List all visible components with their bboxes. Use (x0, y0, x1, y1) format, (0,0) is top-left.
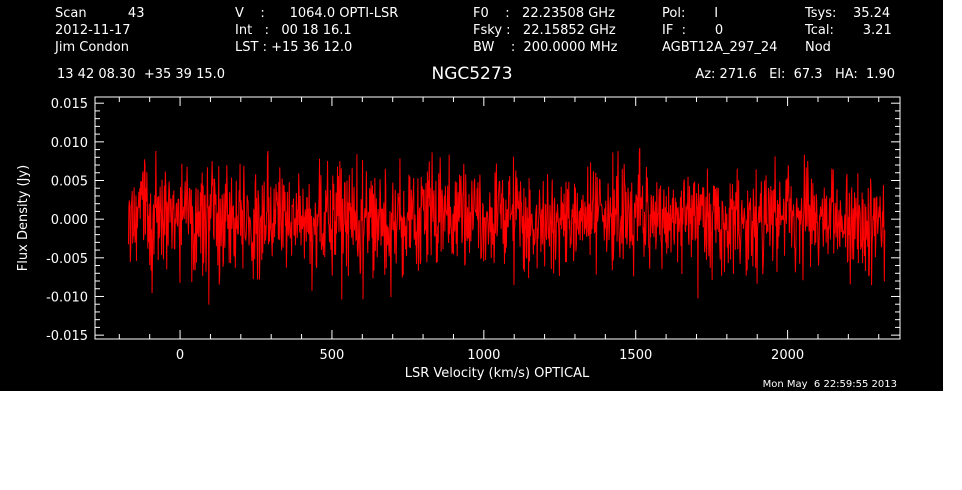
observation-date: 2012-11-17 (55, 23, 131, 38)
header-col2: V : 1064.0 OPTI-LSR Int : 00 18 16.1 LST… (235, 6, 398, 55)
tcal: Tcal: 3.21 (804, 23, 892, 38)
y-axis-tick-labels: 0.015 0.010 0.005 0.000 -0.005 -0.010 -0.015 (46, 97, 88, 344)
x-axis-ticks (118, 97, 880, 339)
spectrum-trace (127, 148, 886, 305)
plot-window: Scan 43 2012-11-17 Jim Condon V : 1064.0… (0, 0, 943, 391)
az-el-ha: Az: 271.6 El: 67.3 HA: 1.90 (695, 67, 895, 82)
source-coordinates: 13 42 08.30 +35 39 15.0 (57, 67, 225, 82)
x-axis-tick-labels: 0 500 1000 1500 2000 (176, 348, 804, 363)
x-tick-label: 0 (176, 348, 184, 363)
y-tick-label: 0.000 (51, 213, 88, 228)
velocity-info: V : 1064.0 OPTI-LSR (235, 6, 398, 21)
observing-mode: Nod (805, 40, 831, 55)
x-tick-label: 2000 (771, 348, 804, 363)
header-col1: Scan 43 2012-11-17 Jim Condon (54, 6, 144, 55)
y-tick-label: 0.010 (51, 136, 88, 151)
integration-time: Int : 00 18 16.1 (235, 23, 352, 38)
header-col3: F0 : 22.23508 GHz Fsky : 22.15852 GHz BW… (473, 6, 618, 55)
y-axis-ticks (95, 102, 900, 336)
x-tick-label: 500 (320, 348, 345, 363)
lst-value: LST : +15 36 12.0 (235, 40, 352, 55)
y-tick-label: 0.005 (51, 175, 88, 190)
plot-frame (94, 96, 901, 340)
polarization: Pol: I (662, 6, 718, 21)
y-tick-label: 0.015 (51, 97, 88, 112)
x-tick-label: 1500 (619, 348, 652, 363)
plot-timestamp: Mon May 6 22:59:55 2013 (763, 379, 897, 390)
y-tick-label: -0.005 (46, 252, 88, 267)
spectrum-plot: Scan 43 2012-11-17 Jim Condon V : 1064.0… (16, 6, 901, 390)
if-number: IF : 0 (662, 23, 723, 38)
y-axis-label: Flux Density (Jy) (16, 165, 31, 271)
bandwidth: BW : 200.0000 MHz (473, 40, 618, 55)
scan-number: Scan 43 (55, 6, 144, 21)
x-tick-label: 1000 (467, 348, 500, 363)
sky-frequency: Fsky : 22.15852 GHz (473, 23, 616, 38)
rest-frequency: F0 : 22.23508 GHz (473, 6, 615, 21)
header-col5: Tsys: 35.24 Tcal: 3.21 Nod (804, 6, 892, 55)
header-col4: Pol: I IF : 0 AGBT12A_297_24 (662, 6, 777, 55)
observer-name: Jim Condon (54, 40, 129, 55)
tsys: Tsys: 35.24 (804, 6, 890, 21)
project-id: AGBT12A_297_24 (662, 40, 777, 55)
source-name: NGC5273 (431, 64, 512, 84)
x-axis-label: LSR Velocity (km/s) OPTICAL (405, 366, 590, 381)
y-tick-label: -0.010 (46, 290, 88, 305)
y-tick-label: -0.015 (46, 329, 88, 344)
